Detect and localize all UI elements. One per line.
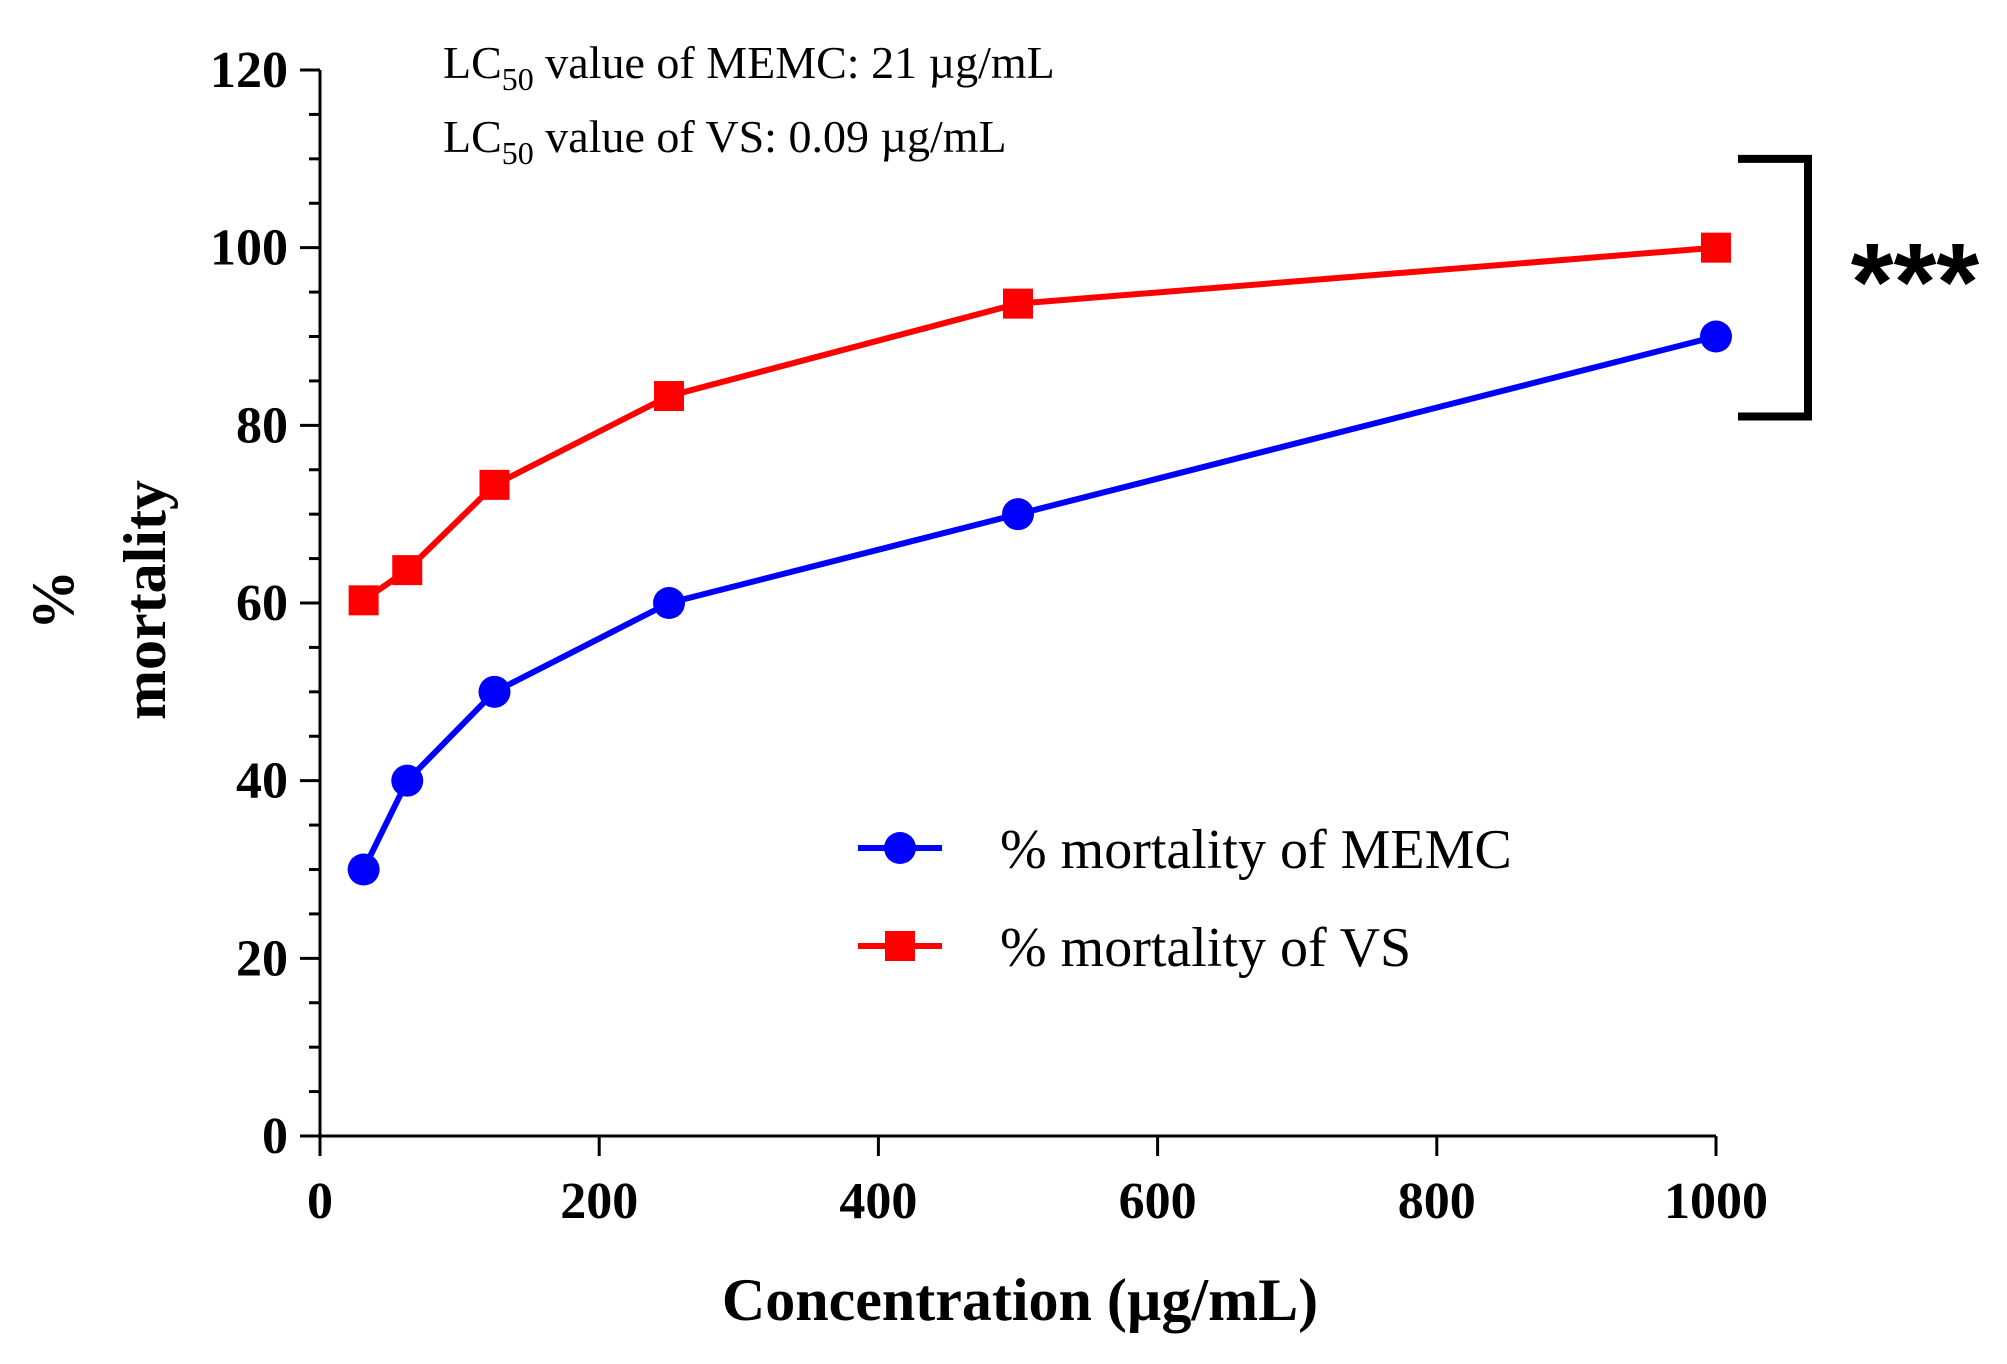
series-line: [360, 333, 1717, 871]
y-tick-label: 60: [236, 575, 288, 632]
lc50-vs-text: value of VS: 0.09 µg/mL: [534, 111, 1007, 162]
series-memc: [347, 320, 1732, 886]
data-point: [654, 381, 684, 412]
legend-memc-marker: [884, 832, 916, 864]
y-axis-title: % mortality: [20, 480, 178, 720]
data-point: [348, 585, 379, 616]
x-axis-ticks: 0 200 400 600 800 1000: [307, 1136, 1768, 1230]
data-point: [347, 853, 380, 886]
bracket-line: [1738, 154, 1812, 421]
data-point: [1701, 232, 1731, 263]
lc50-memc-subscript: 50: [502, 61, 534, 97]
x-tick-label: 600: [1119, 1173, 1197, 1230]
x-axis-title: Concentration (µg/mL): [722, 1267, 1318, 1333]
legend-memc-label: % mortality of MEMC: [1000, 819, 1512, 881]
data-point: [392, 555, 423, 586]
y-tick-label: 120: [210, 42, 288, 99]
legend-vs-label: % mortality of VS: [1000, 917, 1411, 979]
y-tick-label: 20: [236, 930, 288, 987]
data-point: [653, 587, 685, 619]
legend: % mortality of MEMC % mortality of VS: [858, 819, 1512, 979]
legend-vs-marker: [885, 931, 915, 961]
y-axis-title-line2: mortality: [112, 480, 178, 720]
lc50-memc-text: value of MEMC: 21 µg/mL: [534, 37, 1055, 88]
significance-bracket: [1738, 154, 1812, 421]
y-tick-label: 100: [210, 220, 288, 277]
x-tick-label: 200: [560, 1173, 638, 1230]
lc50-memc-annotation: LC50 value of MEMC: 21 µg/mL: [443, 37, 1055, 97]
x-tick-label: 1000: [1664, 1173, 1768, 1230]
lc50-vs-subscript: 50: [502, 135, 534, 171]
lc50-vs-prefix: LC: [443, 111, 502, 162]
x-tick-label: 0: [307, 1173, 333, 1230]
data-point: [1700, 320, 1732, 353]
data-point: [478, 675, 511, 708]
x-tick-label: 400: [839, 1173, 917, 1230]
data-point: [1003, 288, 1033, 319]
lc50-vs-annotation: LC50 value of VS: 0.09 µg/mL: [443, 111, 1007, 171]
data-point: [391, 764, 424, 797]
y-axis-ticks: 0 20 40 60 80 100 120: [210, 42, 320, 1165]
series-line: [361, 244, 1717, 603]
data-point: [1002, 498, 1034, 531]
series-layer: [347, 232, 1732, 886]
y-axis-title-line1: %: [20, 570, 86, 630]
y-tick-label: 40: [236, 753, 288, 810]
data-point: [479, 469, 510, 500]
significance-label: ***: [1851, 221, 1980, 344]
y-tick-label: 80: [236, 397, 288, 454]
lc50-memc-prefix: LC: [443, 37, 502, 88]
y-tick-label: 0: [262, 1108, 288, 1165]
x-tick-label: 800: [1398, 1173, 1476, 1230]
series-vs: [348, 232, 1731, 616]
